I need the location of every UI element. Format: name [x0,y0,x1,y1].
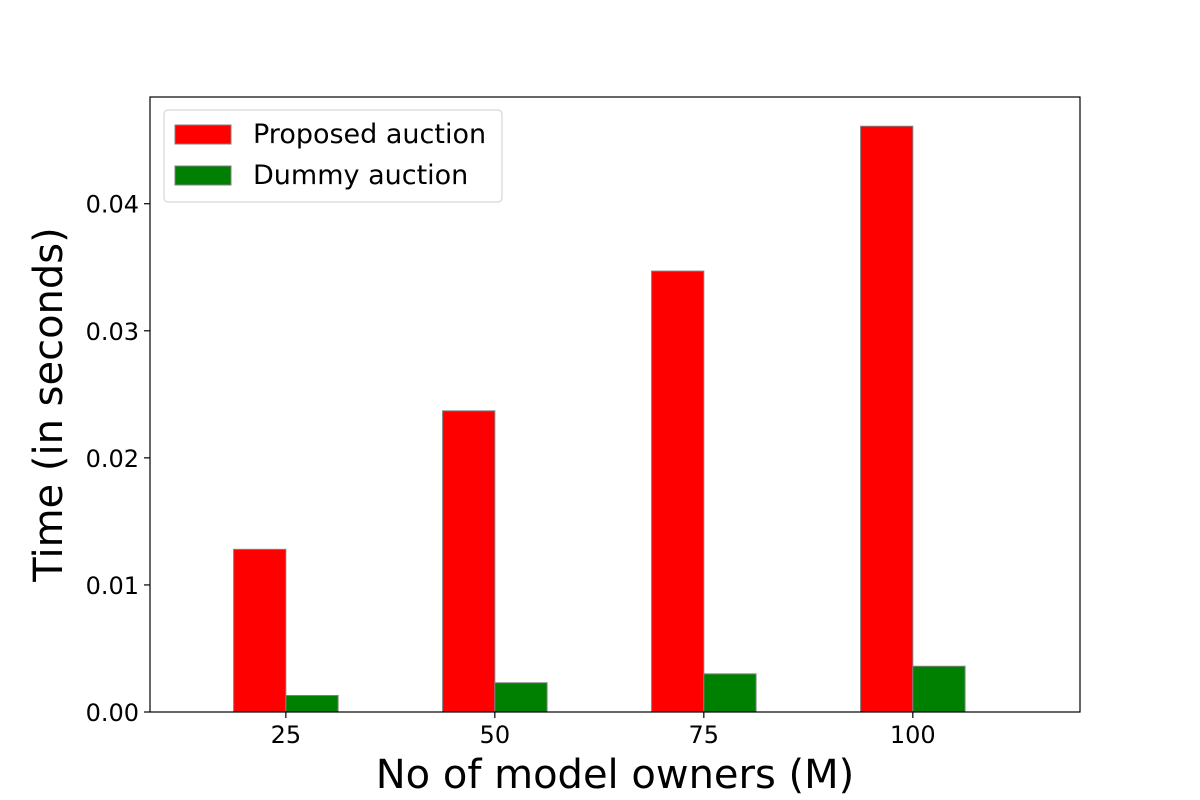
bar-proposed-25 [233,548,287,713]
bar-proposed-50 [442,410,496,713]
legend-label-proposed: Proposed auction [253,119,486,150]
legend-label-dummy: Dummy auction [253,160,468,191]
y-axis-label: Time (in seconds) [26,227,72,583]
bars-layer [233,125,966,713]
y-tick-label: 0.02 [86,445,139,473]
y-tick-label: 0.01 [86,572,139,600]
legend-box [163,109,503,203]
legend-swatch-proposed [174,124,232,145]
bar-dummy-75 [703,673,757,713]
bar-proposed-100 [860,125,914,713]
y-tick-label: 0.04 [86,191,139,219]
x-tick-label: 50 [480,721,511,749]
bar-dummy-100 [912,665,966,713]
legend: Proposed auction Dummy auction [163,109,503,203]
y-tick-label: 0.03 [86,318,139,346]
x-axis-label: No of model owners (M) [376,752,855,798]
y-axis: 0.00 0.01 0.02 0.03 0.04 [86,191,150,727]
legend-swatch-dummy [174,165,232,186]
bar-dummy-25 [285,694,339,713]
x-tick-label: 100 [890,721,936,749]
y-tick-label: 0.00 [86,699,139,727]
x-tick-label: 75 [689,721,720,749]
x-axis: 25 50 75 100 [271,712,936,749]
x-tick-label: 25 [271,721,302,749]
bar-proposed-75 [651,270,705,713]
plot-area-frame [149,96,1081,713]
bar-dummy-50 [494,682,548,713]
